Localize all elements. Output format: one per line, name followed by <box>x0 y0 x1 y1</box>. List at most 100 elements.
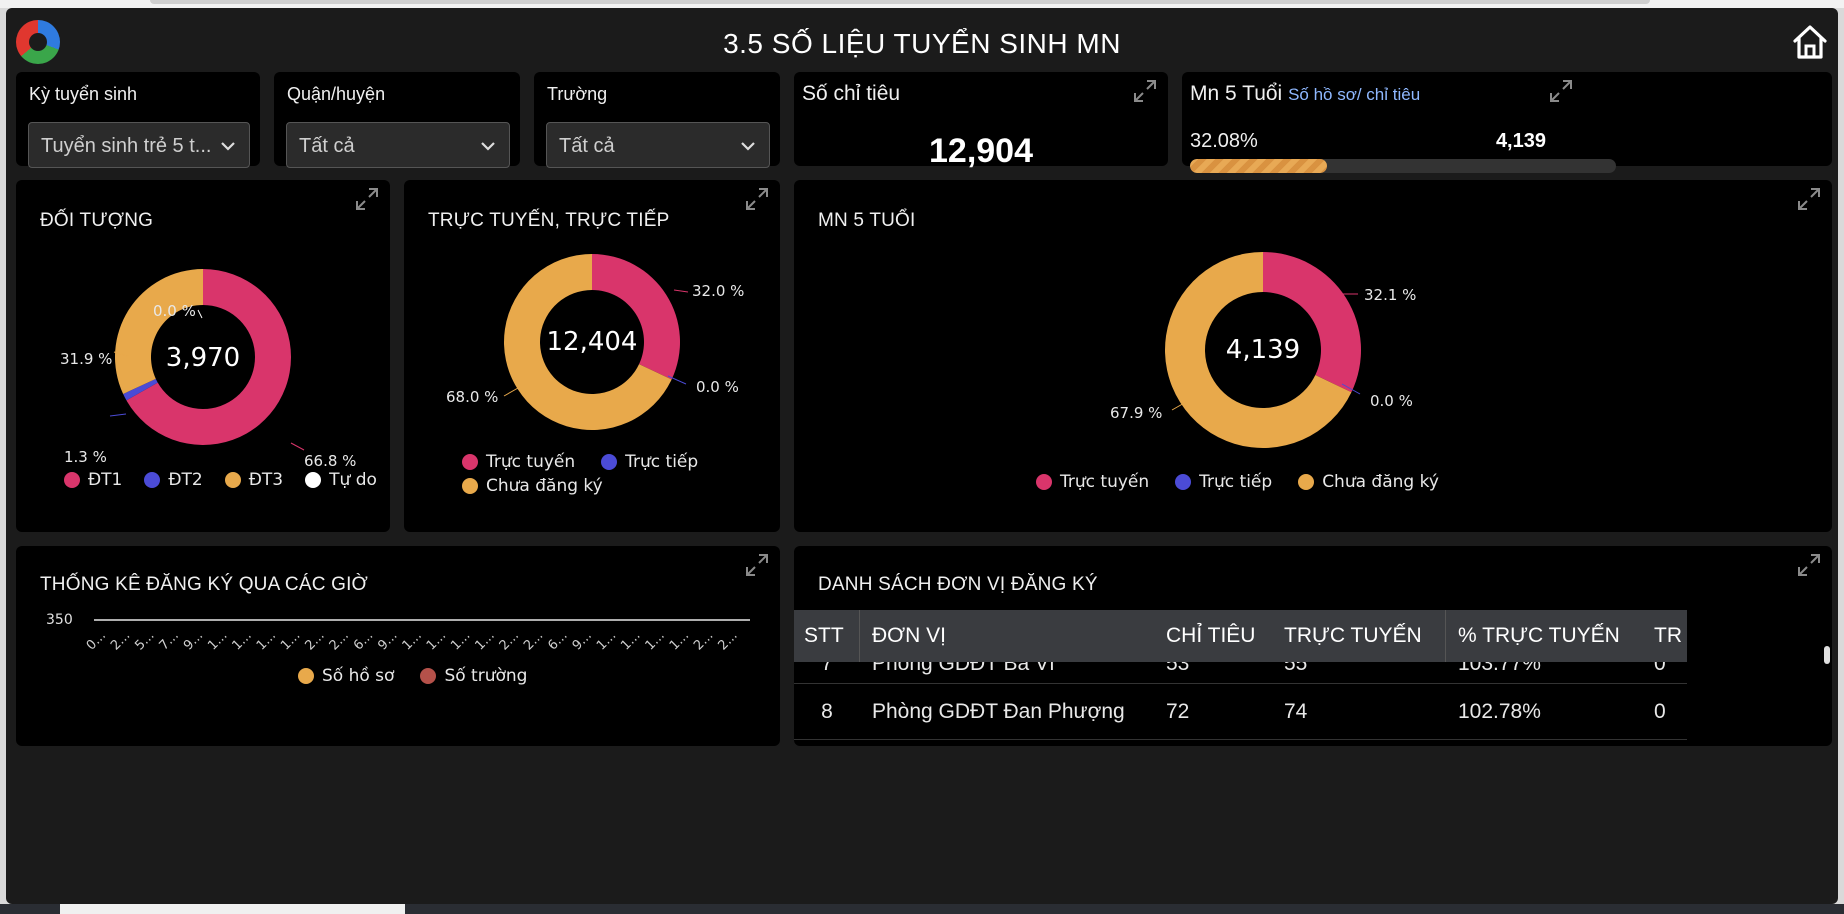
legend-item-truc-tiep[interactable]: Trực tiếp <box>601 452 698 472</box>
legend-label: ĐT3 <box>248 470 284 490</box>
data-table: 7 Phòng GDĐT Ba Vì 53 55 103.77% 0 8 Phò… <box>794 610 1687 746</box>
x-tick-label: 1... <box>400 628 425 653</box>
legend-item-so-ho-so[interactable]: Số hồ sơ <box>298 666 394 686</box>
legend-dot <box>305 472 322 488</box>
slice-label: 68.0 % <box>446 388 498 406</box>
legend-dot <box>1298 474 1315 490</box>
filter-quan-huyen: Quận/huyện Tất cả <box>274 72 520 168</box>
legend-label: Tự do <box>329 470 377 490</box>
filter-label: Quận/huyện <box>287 84 386 104</box>
legend-dot <box>64 472 80 488</box>
legend-dot <box>601 454 618 470</box>
legend-item-chua-dang-ky[interactable]: Chưa đăng ký <box>1298 472 1439 492</box>
ky-tuyen-sinh-select[interactable]: Tuyển sinh trẻ 5 t... <box>28 122 250 168</box>
column-header-stt[interactable]: STT <box>794 610 860 662</box>
donut-chart: 4,139 32.1 % 0.0 % 67.9 % <box>1110 252 1416 448</box>
x-tick-label: 2... <box>691 628 716 653</box>
donut-slice-đt2[interactable] <box>123 378 158 401</box>
column-header-truc-tuyen[interactable]: TRỰC TUYẾN <box>1272 610 1446 662</box>
x-tick-label: 1... <box>230 628 255 653</box>
cell-stt: 7 <box>821 652 833 675</box>
column-header-chi-tieu[interactable]: CHỈ TIÊU <box>1166 624 1256 647</box>
page-title: 3.5 SỐ LIỆU TUYỂN SINH MN <box>723 28 1121 59</box>
chart-legend: Số hồ sơ Số trường <box>298 666 527 686</box>
x-tick-label: 9... <box>375 628 400 653</box>
donut-slice-chưa-đăng-ký[interactable] <box>1165 252 1352 448</box>
vertical-scrollbar[interactable] <box>1824 646 1830 664</box>
slice-label: 32.0 % <box>692 282 744 300</box>
panel-danh-sach: DANH SÁCH ĐƠN VỊ ĐĂNG KÝ 7 Phòng GDĐT Ba… <box>794 546 1832 746</box>
x-tick-label: 9... <box>181 628 206 653</box>
expand-icon[interactable] <box>1132 78 1158 104</box>
x-tick-label: 1... <box>618 628 643 653</box>
donut-slice-trực-tuyến[interactable] <box>592 254 680 380</box>
legend-dot <box>298 668 314 684</box>
kpi-value: 12,904 <box>929 132 1033 170</box>
legend-item-dt1[interactable]: ĐT1 <box>64 470 122 490</box>
column-header-pct-truc-tuyen[interactable]: % TRỰC TUYẾN <box>1458 624 1620 647</box>
expand-icon[interactable] <box>744 552 770 578</box>
filter-truong: Trường Tất cả <box>534 72 780 168</box>
x-tick-label: 1... <box>643 628 668 653</box>
dashboard-frame: 3.5 SỐ LIỆU TUYỂN SINH MN Kỳ tuyển sinh … <box>6 8 1838 904</box>
legend-item-so-truong[interactable]: Số trường <box>420 666 527 686</box>
legend-item-truc-tuyen[interactable]: Trực tuyến <box>1036 472 1149 492</box>
leader-line <box>1171 401 1187 411</box>
x-tick-label: 1... <box>205 628 230 653</box>
cell-stt: 8 <box>821 700 833 723</box>
panel-title: THỐNG KÊ ĐĂNG KÝ QUA CÁC GIỜ <box>40 574 369 595</box>
donut-slice-trực-tuyến[interactable] <box>1263 252 1361 393</box>
expand-icon[interactable] <box>744 186 770 212</box>
column-header-don-vi[interactable]: ĐƠN VỊ <box>872 624 947 647</box>
home-icon[interactable] <box>1790 22 1830 62</box>
x-tick-label: 6... <box>545 628 570 653</box>
x-tick-label: 1... <box>254 628 279 653</box>
x-tick-label: 5... <box>132 628 157 653</box>
leader-line <box>113 351 129 357</box>
expand-icon[interactable] <box>1796 552 1822 578</box>
legend-label: Trực tuyến <box>486 452 576 472</box>
legend-item-truc-tuyen[interactable]: Trực tuyến <box>462 452 575 472</box>
filter-label: Trường <box>547 84 608 104</box>
legend-label: Trực tiếp <box>625 452 699 472</box>
panel-title: TRỰC TUYẾN, TRỰC TIẾP <box>428 210 670 231</box>
select-value: Tất cả <box>559 135 615 157</box>
quan-huyen-select[interactable]: Tất cả <box>286 122 510 168</box>
x-tick-label: 2... <box>327 628 352 653</box>
legend-item-chua-dang-ky[interactable]: Chưa đăng ký <box>462 476 603 496</box>
table-row[interactable]: 8 Phòng GDĐT Đan Phượng 72 74 102.78% 0 <box>794 684 1687 740</box>
donut-slice-đt3[interactable] <box>114 269 203 394</box>
leader-line <box>1341 383 1361 395</box>
expand-icon[interactable] <box>1796 186 1822 212</box>
legend-item-tu-do[interactable]: Tự do <box>305 470 377 490</box>
legend-dot <box>462 454 478 470</box>
legend-item-dt3[interactable]: ĐT3 <box>224 470 284 490</box>
x-tick-label: 0... <box>84 628 109 653</box>
column-header-tr[interactable]: TR <box>1654 624 1682 647</box>
leader-line <box>503 387 519 397</box>
cell-pct-truc-tuyen: 102.78% <box>1458 700 1541 723</box>
x-tick-label: 1... <box>594 628 619 653</box>
donut-center-value: 12,404 <box>547 327 638 357</box>
legend-label: Số trường <box>444 666 528 686</box>
legend-label: ĐT2 <box>168 470 203 490</box>
legend-dot <box>420 668 437 684</box>
expand-icon[interactable] <box>354 186 380 212</box>
legend-item-dt2[interactable]: ĐT2 <box>144 470 203 490</box>
donut-slice-chưa-đăng-ký[interactable] <box>504 254 672 430</box>
expand-icon[interactable] <box>1548 78 1574 104</box>
truong-select[interactable]: Tất cả <box>546 122 770 168</box>
progress-percent: 32.08% <box>1190 130 1258 152</box>
chevron-down-icon <box>481 142 495 151</box>
leader-line <box>290 442 305 451</box>
x-tick-label: 1... <box>667 628 692 653</box>
panel-title: ĐỐI TƯỢNG <box>40 210 154 231</box>
progress-bar <box>1190 159 1616 173</box>
legend-label: Trực tiếp <box>1199 472 1273 492</box>
legend-item-truc-tiep[interactable]: Trực tiếp <box>1175 472 1272 492</box>
slice-label: 0.0 % <box>696 378 739 396</box>
donut-slice-đt1[interactable] <box>126 269 291 445</box>
legend-dot <box>224 472 241 488</box>
chevron-down-icon <box>741 142 755 151</box>
app-logo-icon <box>16 20 60 64</box>
